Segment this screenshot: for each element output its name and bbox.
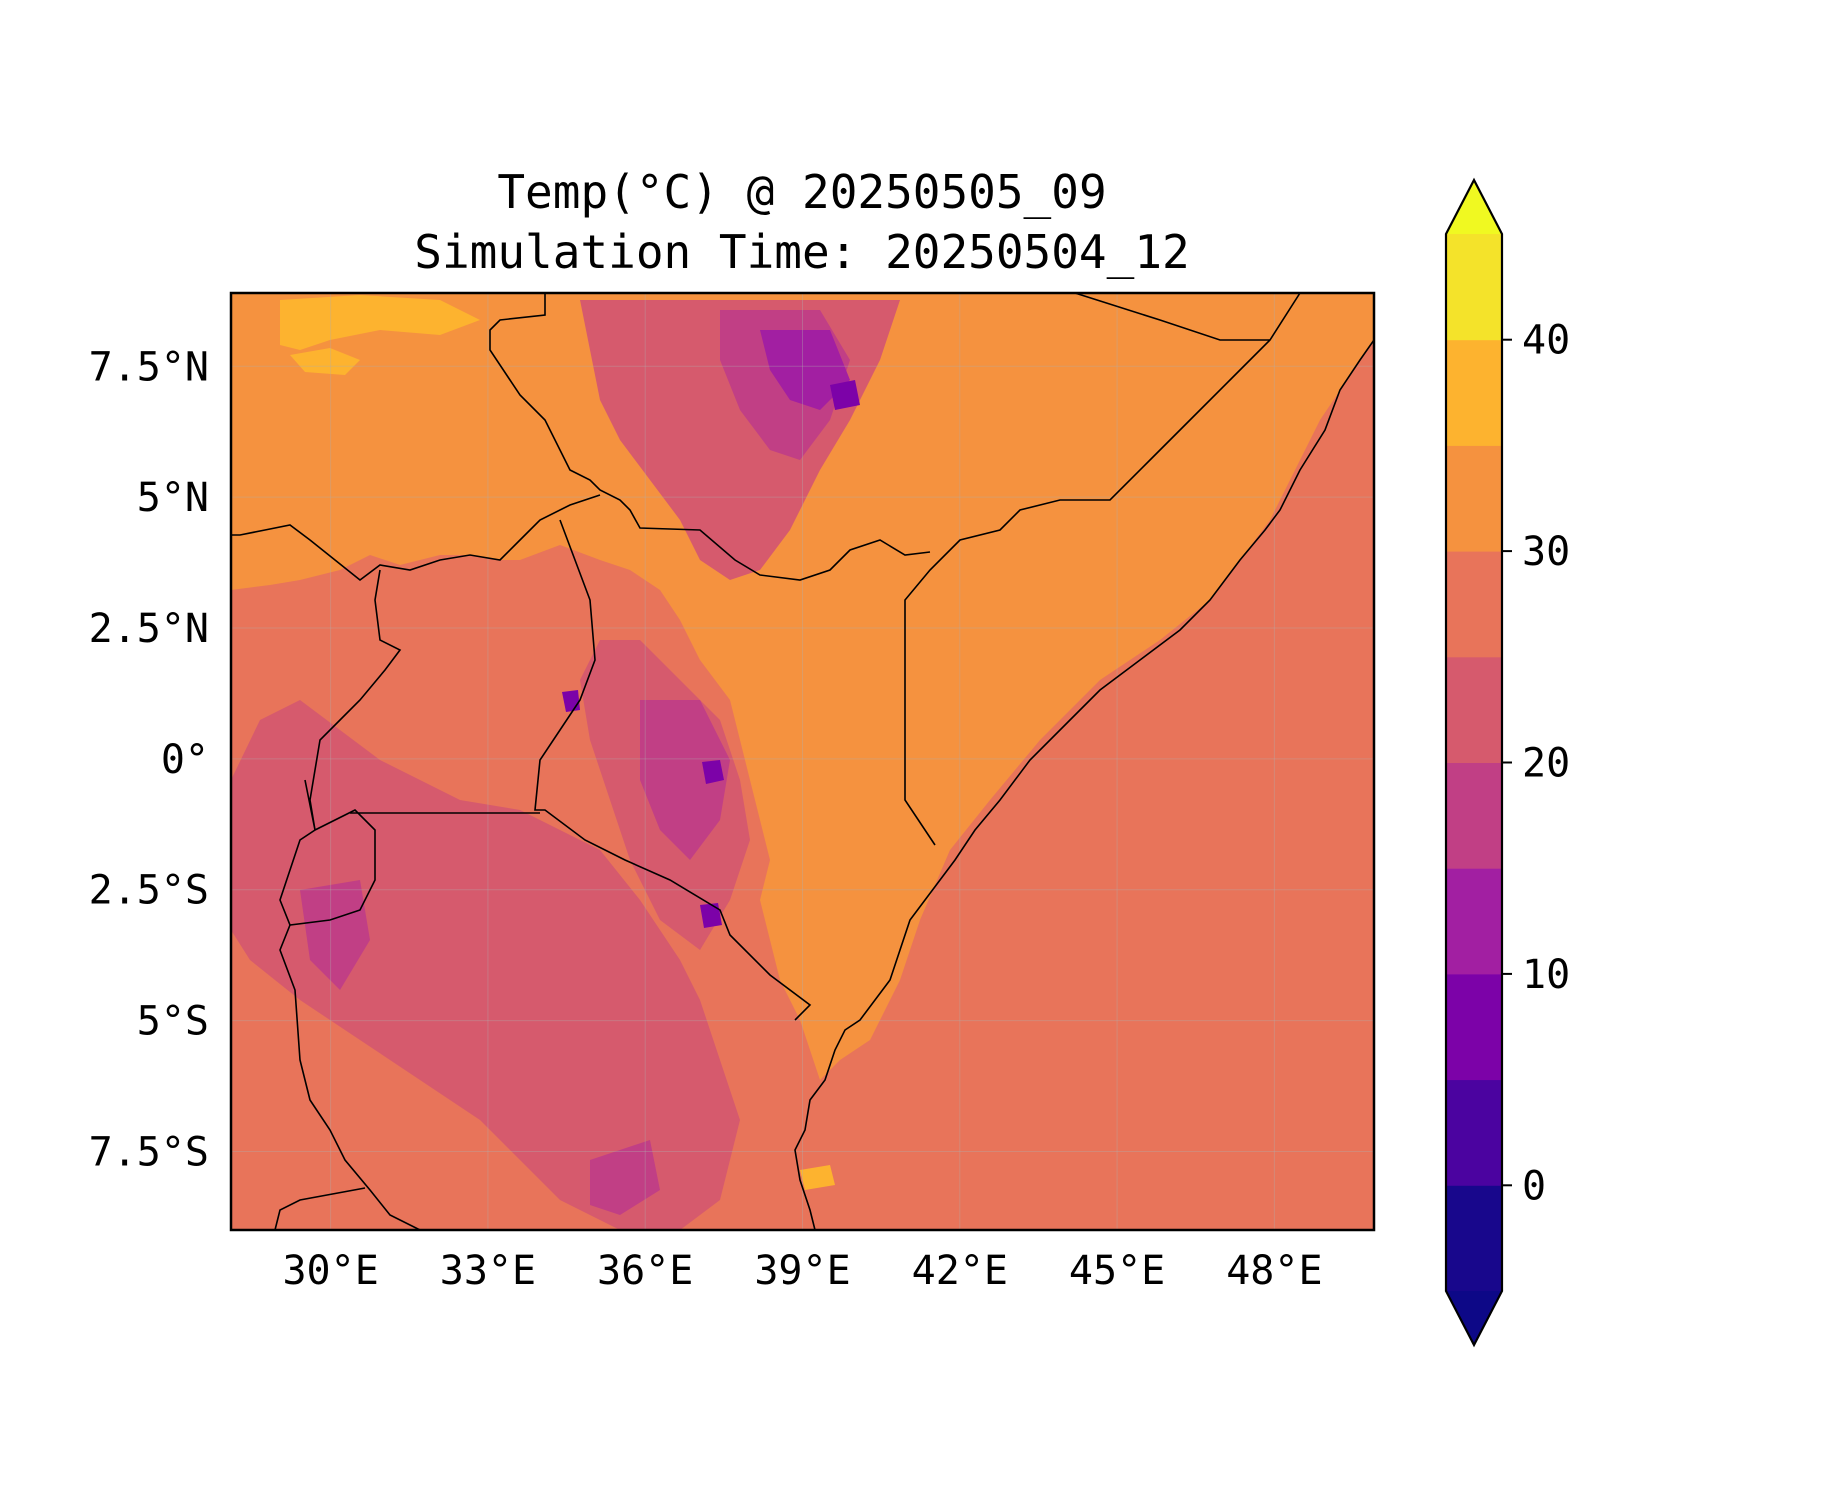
colorbar-band [1446, 234, 1502, 341]
colorbar-tick-label: 30 [1522, 529, 1570, 575]
cold-region-southwest [300, 880, 370, 990]
colorbar-band [1446, 1079, 1502, 1186]
longitude-tick-labels: 30°E 33°E 36°E 39°E 42°E 45°E 48°E [282, 1248, 1322, 1294]
somalia-border [904, 293, 1301, 846]
colorbar-tick-label: 20 [1522, 741, 1570, 787]
hot-region-north [280, 295, 480, 350]
uganda-west-border [279, 569, 402, 926]
coastline [794, 339, 1374, 1230]
cold-region-rift-2 [640, 700, 730, 860]
colorbar-band [1446, 445, 1502, 552]
cool-region-west [231, 700, 740, 1230]
kenya-uganda-border [231, 494, 812, 1021]
lon-tick-label: 48°E [1226, 1248, 1322, 1294]
cold-spot-2 [702, 760, 724, 784]
lon-tick-label: 30°E [282, 1248, 378, 1294]
cold-region-south [590, 1140, 660, 1215]
gridlines [231, 293, 1374, 1230]
lat-tick-label: 5°S [137, 999, 209, 1045]
cold-highlands-2 [760, 330, 850, 410]
colorbar-tick-label: 40 [1522, 318, 1570, 364]
colorbar-band [1446, 973, 1502, 1081]
colorbar-band [1446, 551, 1502, 658]
colorbar-band [1446, 656, 1502, 763]
colorbar-extend-top [1446, 180, 1502, 234]
lat-tick-label: 2.5°N [89, 606, 209, 652]
colorbar-outline [1444, 177, 1504, 1348]
lon-tick-label: 36°E [597, 1248, 693, 1294]
tanzania-west-border [274, 924, 421, 1230]
warm-region-north [231, 293, 1374, 1080]
colorbar-band [1446, 339, 1502, 446]
title-line-1: Temp(°C) @ 20250505_09 [497, 165, 1106, 219]
lat-tick-label: 5°N [137, 475, 209, 521]
temperature-map [231, 293, 1374, 1230]
lat-tick-label: 7.5°S [89, 1129, 209, 1175]
colorbar: 0 10 20 30 40 [1444, 177, 1570, 1348]
hot-spot-2 [800, 1165, 835, 1190]
ethiopia-border [489, 293, 1270, 581]
lon-tick-label: 42°E [912, 1248, 1008, 1294]
colorbar-band [1446, 868, 1502, 975]
map-frame [229, 291, 1376, 1232]
cold-spot-1 [830, 380, 860, 410]
colorbar-tick-label: 0 [1522, 1163, 1546, 1209]
lon-tick-label: 39°E [754, 1248, 850, 1294]
colorbar-extend-bottom [1446, 1291, 1502, 1345]
lat-tick-label: 7.5°N [89, 344, 209, 390]
cold-spot-3 [700, 903, 722, 928]
colorbar-tick-label: 10 [1522, 952, 1570, 998]
colorbar-band [1446, 1185, 1502, 1292]
lat-tick-label: 0° [161, 737, 209, 783]
colorbar-band [1446, 762, 1502, 869]
lon-tick-label: 45°E [1069, 1248, 1165, 1294]
hot-spot-1 [290, 348, 360, 375]
latitude-tick-labels: 7.5°N 5°N 2.5°N 0° 2.5°S 5°S 7.5°S [89, 344, 209, 1175]
title-line-2: Simulation Time: 20250504_12 [414, 225, 1189, 279]
lat-tick-label: 2.5°S [89, 868, 209, 914]
lon-tick-label: 33°E [440, 1248, 536, 1294]
